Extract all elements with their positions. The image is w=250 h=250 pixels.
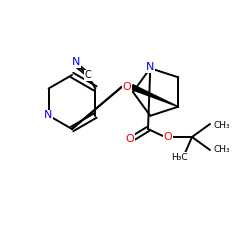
Text: O: O bbox=[164, 132, 172, 142]
Text: O: O bbox=[122, 82, 132, 92]
Text: O: O bbox=[126, 134, 134, 144]
Text: H₃C: H₃C bbox=[171, 152, 187, 162]
Text: N: N bbox=[44, 110, 52, 120]
Polygon shape bbox=[131, 85, 178, 107]
Text: CH₃: CH₃ bbox=[213, 144, 230, 154]
Text: O: O bbox=[122, 82, 132, 92]
Text: N: N bbox=[72, 58, 80, 68]
Text: N: N bbox=[146, 62, 154, 72]
Text: CH₃: CH₃ bbox=[213, 120, 230, 130]
Text: C: C bbox=[84, 70, 91, 81]
